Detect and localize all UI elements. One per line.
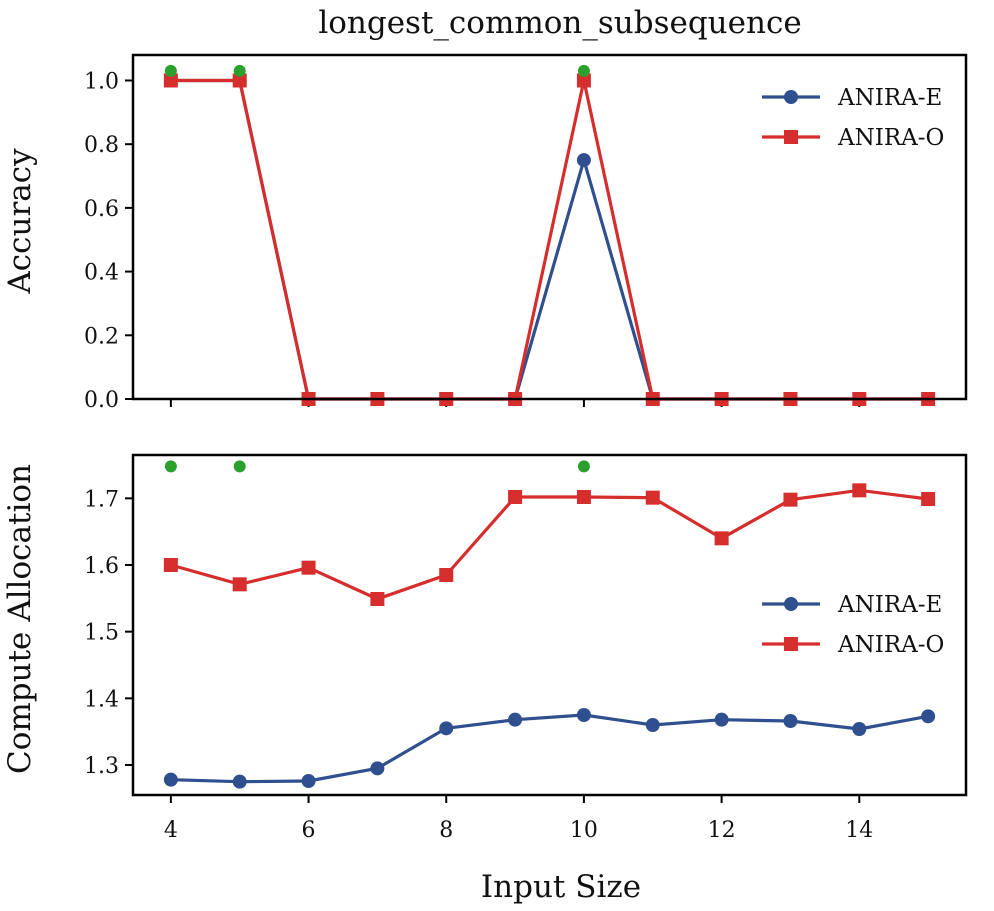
- legend-label: ANIRA-E: [837, 592, 942, 618]
- y-tick-label: 0.2: [84, 324, 119, 349]
- y-tick-label: 1.7: [84, 487, 119, 512]
- y-tick-label: 1.0: [84, 69, 119, 94]
- data-point-anira-o: [852, 483, 867, 498]
- data-point-anira-o: [163, 73, 178, 88]
- y-tick-label: 0.6: [84, 197, 119, 222]
- legend-label: ANIRA-O: [837, 632, 944, 658]
- data-point-anira-e: [508, 712, 523, 727]
- legend-marker-anira-e: [784, 90, 798, 104]
- highlight-marker: [577, 460, 590, 473]
- y-tick-label: 0.8: [84, 133, 119, 158]
- x-tick-label: 14: [845, 818, 873, 843]
- y-axis-title: Compute Allocation: [2, 464, 38, 774]
- x-axis-title: Input Size: [481, 869, 641, 905]
- series-line-anira-o: [170, 78, 929, 401]
- data-point-anira-o: [232, 577, 247, 592]
- data-point-anira-e: [852, 722, 867, 736]
- y-tick-label: 1.4: [84, 687, 119, 712]
- y-axis-title: Accuracy: [2, 148, 38, 295]
- data-point-anira-e: [783, 714, 798, 728]
- legend-label: ANIRA-O: [837, 125, 944, 151]
- data-point-anira-o: [232, 73, 247, 88]
- axes-frame: [131, 53, 968, 401]
- x-tick-label: 12: [708, 818, 736, 843]
- accuracy-panel: 0.0 0.2 0.4 0.6 0.8 1.0 Accuracy ANIRA-E ANIRA-O: [2, 53, 968, 413]
- series-line-anira-o: [170, 488, 929, 601]
- axes-frame: [131, 453, 968, 797]
- highlight-marker: [164, 460, 177, 473]
- x-tick-label: 4: [164, 818, 178, 843]
- data-point-anira-e: [370, 761, 385, 776]
- compute-allocation-panel: 1.3 1.4 1.5 1.6 1.7 4 6 8 10 12 14 Compute Allocati…: [2, 453, 968, 843]
- legend-label: ANIRA-E: [837, 85, 942, 111]
- legend-marker-anira-o: [784, 637, 798, 651]
- data-point-anira-o: [163, 558, 178, 572]
- series-line-anira-e: [170, 713, 929, 784]
- data-point-anira-o: [370, 592, 385, 606]
- data-point-anira-e: [921, 709, 936, 724]
- highlight-marker: [577, 64, 590, 77]
- y-tick-label: 1.5: [84, 621, 119, 646]
- data-point-anira-e: [645, 718, 660, 732]
- y-tick-label: 1.6: [84, 554, 119, 579]
- x-tick-label: 8: [439, 818, 453, 843]
- data-point-anira-e: [576, 708, 591, 722]
- data-point-anira-e: [301, 774, 316, 788]
- x-tick-label: 6: [302, 818, 316, 843]
- legend-marker-anira-e: [784, 597, 798, 611]
- legend: ANIRA-E ANIRA-O: [762, 592, 944, 658]
- x-tick-label: 10: [570, 818, 598, 843]
- data-point-anira-o: [714, 531, 729, 546]
- highlight-marker: [233, 460, 246, 473]
- data-point-anira-e: [714, 712, 729, 727]
- data-point-anira-e: [439, 721, 454, 736]
- highlight-marker: [164, 64, 177, 77]
- data-point-anira-e: [576, 153, 591, 168]
- data-point-anira-o: [576, 490, 591, 504]
- data-point-anira-o: [301, 560, 316, 575]
- y-tick-label: 0.4: [84, 261, 119, 286]
- data-point-anira-o: [576, 73, 591, 88]
- data-point-anira-e: [232, 774, 247, 789]
- data-point-anira-o: [508, 490, 523, 504]
- data-point-anira-o: [645, 490, 660, 505]
- data-point-anira-o: [439, 568, 454, 582]
- highlight-marker: [233, 64, 246, 77]
- y-tick-label: 0.0: [84, 388, 119, 413]
- data-point-anira-o: [783, 492, 798, 507]
- figure-title: longest_common_subsequence: [318, 5, 801, 41]
- legend-marker-anira-o: [784, 130, 798, 144]
- y-tick-label: 1.3: [84, 754, 119, 779]
- legend: ANIRA-E ANIRA-O: [762, 85, 944, 151]
- data-point-anira-e: [163, 772, 178, 787]
- data-point-anira-o: [921, 492, 936, 506]
